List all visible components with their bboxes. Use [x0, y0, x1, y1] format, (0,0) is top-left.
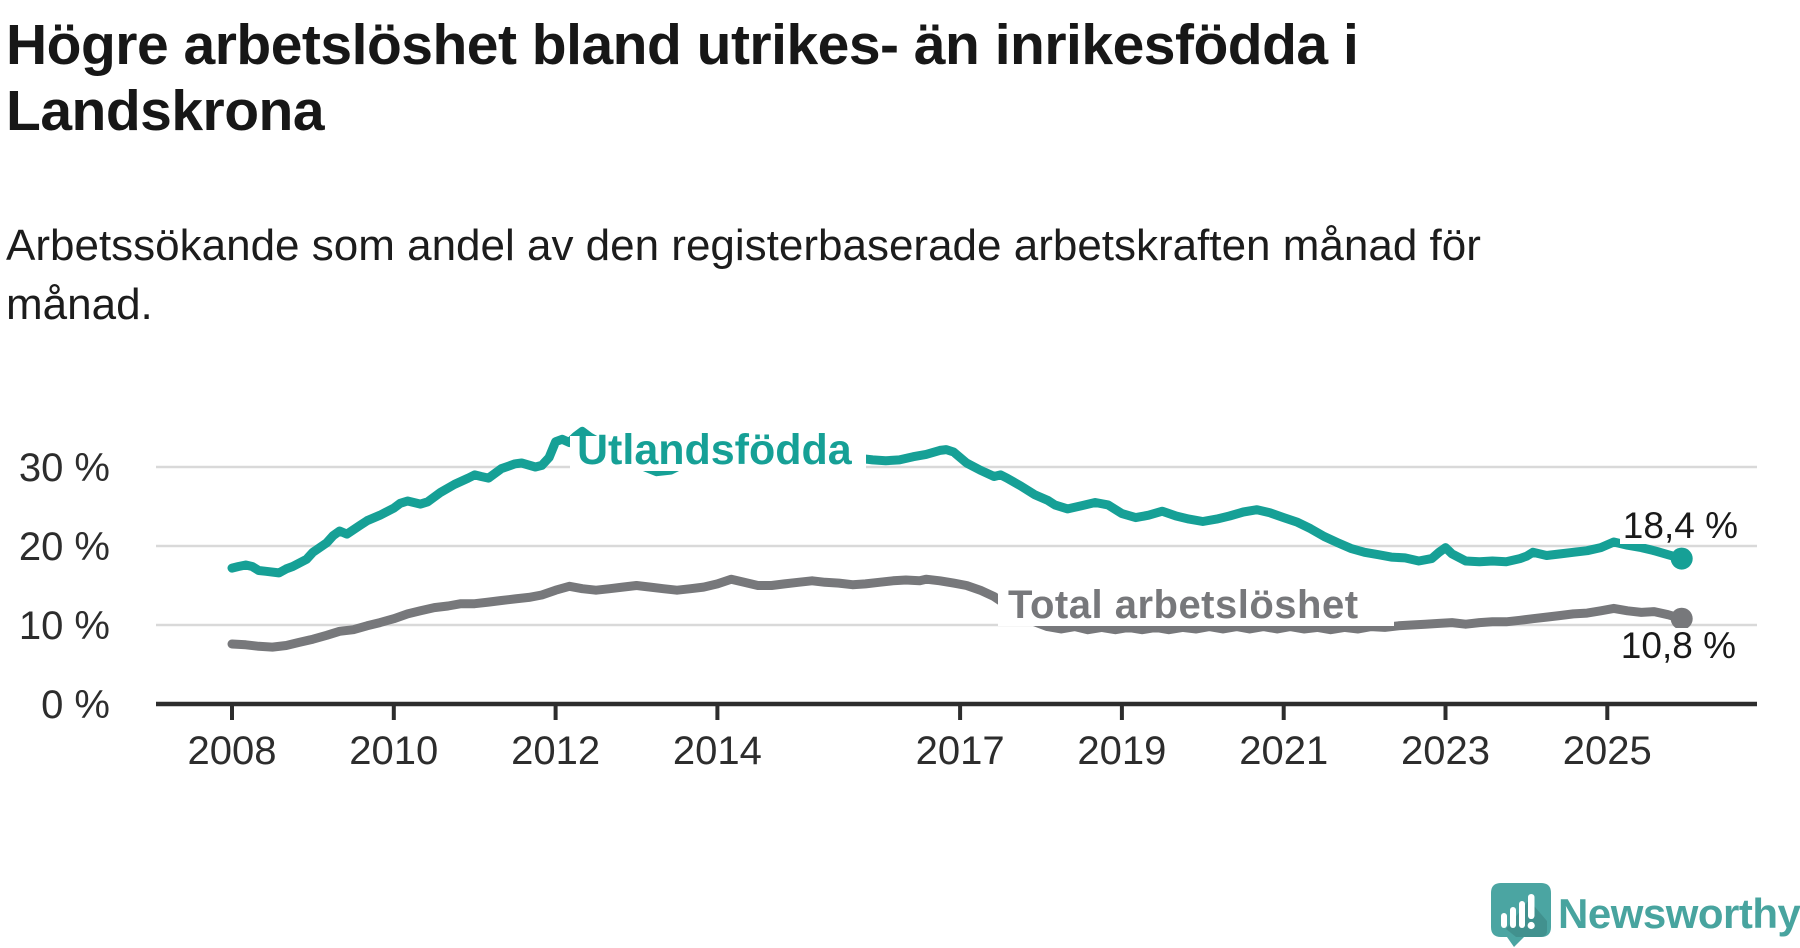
- bar-1: [1501, 913, 1507, 928]
- utlandsfodda-line: [227, 426, 1687, 578]
- end-label-gray-bg: [1620, 628, 1750, 664]
- exclamation-bar: [1528, 894, 1535, 919]
- x-tick-label-2021: 2021: [1239, 729, 1328, 773]
- total-label-bg: [998, 584, 1394, 626]
- x-tick-label-2025: 2025: [1563, 729, 1652, 773]
- end-label-teal-bg: [1620, 508, 1750, 544]
- title-line-1: Högre arbetslöshet bland utrikes- än inr…: [6, 13, 1359, 77]
- bubble-shadow: [1506, 900, 1547, 937]
- newsworthy-logo-icon: [1491, 883, 1551, 947]
- x-tick-label-2014: 2014: [673, 729, 762, 773]
- x-tick-label-2019: 2019: [1077, 729, 1166, 773]
- x-axis: 2008 2010 2012 2014 2017 2019 2021 2023 2025: [156, 701, 1757, 773]
- bar-2: [1510, 907, 1516, 928]
- y-tick-label-30: 30 %: [19, 446, 110, 490]
- utlandsfodda-end-dot: [1670, 547, 1693, 570]
- total-end-value: 10,8 %: [1621, 625, 1736, 666]
- utlandsfodda-end-value: 18,4 %: [1623, 505, 1738, 546]
- subtitle-line-2: månad.: [6, 280, 153, 329]
- total-arbetsloshet-line: [227, 574, 1687, 652]
- total-end-dot: [1670, 607, 1693, 630]
- y-axis-labels: 0 % 10 % 20 % 30 %: [19, 446, 110, 727]
- x-tick-label-2012: 2012: [511, 729, 600, 773]
- y-tick-label-10: 10 %: [19, 604, 110, 648]
- x-tick-label-2008: 2008: [188, 729, 277, 773]
- x-tick-label-2010: 2010: [349, 729, 438, 773]
- utlandsfodda-series-label: Utlandsfödda: [577, 426, 853, 474]
- exclamation-dot: [1527, 921, 1535, 930]
- subtitle-line-1: Arbetssökande som andel av den registerb…: [6, 221, 1481, 270]
- x-tick-label-2017: 2017: [916, 729, 1005, 773]
- y-tick-label-20: 20 %: [19, 525, 110, 569]
- y-tick-label-0: 0 %: [41, 683, 110, 727]
- page-title: Högre arbetslöshet bland utrikes- än inr…: [6, 12, 1426, 144]
- x-tick-label-2023: 2023: [1401, 729, 1490, 773]
- y-gridlines: [156, 465, 1757, 627]
- title-line-2: Landskrona: [6, 79, 325, 143]
- chart-subtitle: Arbetssökande som andel av den registerb…: [6, 216, 1506, 334]
- brand-name: Newsworthy: [1558, 890, 1800, 937]
- utlandsfodda-label-bg: [570, 436, 866, 471]
- bar-3: [1519, 901, 1525, 928]
- total-series-label: Total arbetslöshet: [1008, 583, 1359, 627]
- brand-wordmark: Newsworthy: [1558, 884, 1800, 944]
